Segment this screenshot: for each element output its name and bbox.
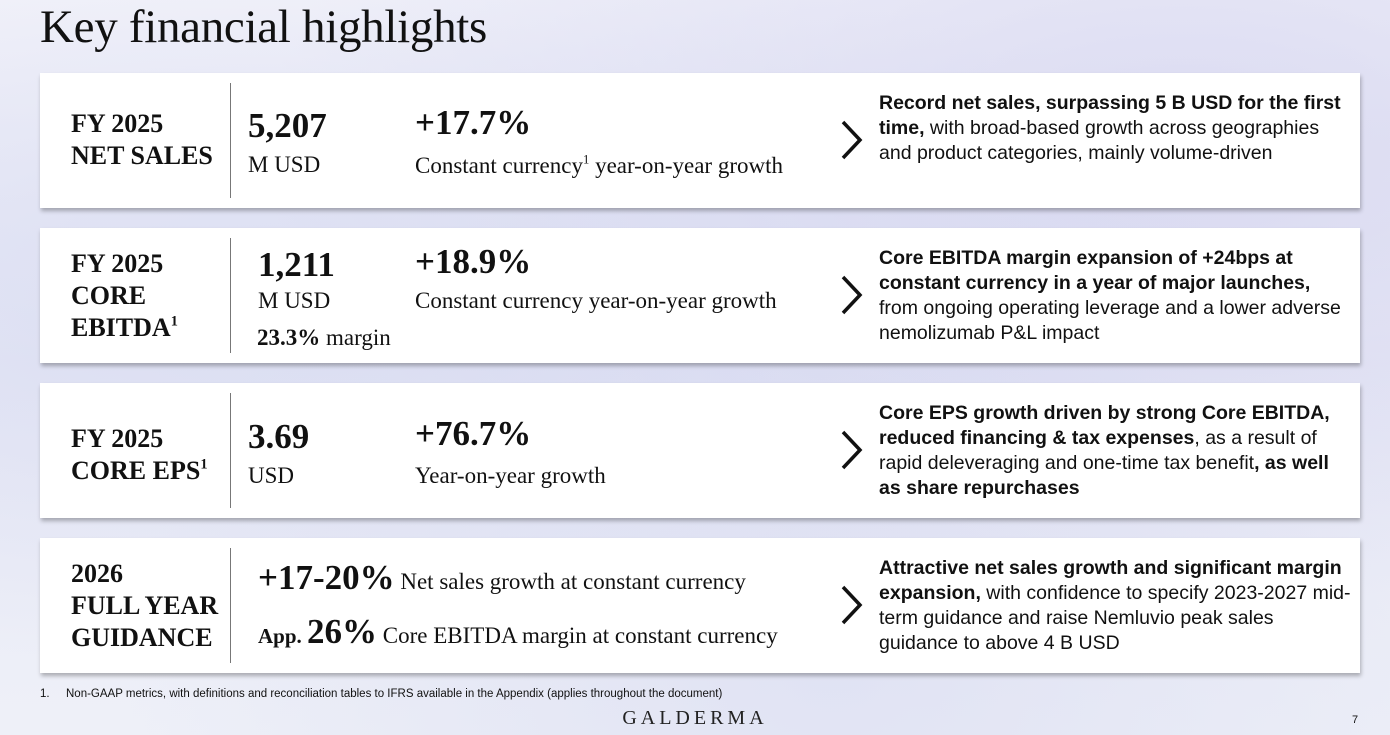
core-ebitda-margin: 23.3% margin: [257, 325, 391, 350]
chevron-right-icon: [841, 120, 863, 160]
core-eps-value: 3.69: [248, 417, 310, 456]
core-eps-growth-desc: Year-on-year growth: [415, 463, 606, 488]
core-ebitda-card: FY 2025 CORE EBITDA1 1,211 M USD 23.3% m…: [40, 228, 1360, 363]
net-sales-card: FY 2025 NET SALES 5,207 M USD +17.7% Con…: [40, 73, 1360, 208]
chevron-right-icon: [841, 430, 863, 470]
core-ebitda-comment: Core EBITDA margin expansion of +24bps a…: [879, 247, 1341, 344]
core-ebitda-value: 1,211: [258, 245, 335, 284]
guidance-label: 2026 FULL YEAR GUIDANCE: [71, 559, 219, 652]
divider: [230, 238, 231, 353]
net-sales-value: 5,207: [248, 106, 327, 145]
core-eps-comment: Core EPS growth driven by strong Core EB…: [879, 402, 1330, 499]
divider: [230, 393, 231, 508]
page-title: Key financial highlights: [40, 1, 488, 53]
guidance-net-sales: +17-20% Net sales growth at constant cur…: [258, 558, 746, 597]
net-sales-unit: M USD: [248, 152, 321, 177]
core-eps-growth: +76.7%: [415, 414, 532, 453]
divider: [230, 83, 231, 198]
divider: [230, 548, 231, 663]
core-eps-label: FY 2025 CORE EPS1: [71, 424, 208, 485]
chevron-right-icon: [841, 585, 863, 625]
core-ebitda-growth-desc: Constant currency year-on-year growth: [415, 288, 777, 313]
guidance-card: 2026 FULL YEAR GUIDANCE +17-20% Net sale…: [40, 538, 1360, 673]
core-ebitda-label: FY 2025 CORE EBITDA1: [71, 249, 178, 342]
net-sales-growth: +17.7%: [415, 103, 532, 142]
page-number: 7: [1352, 714, 1359, 726]
core-eps-card: FY 2025 CORE EPS1 3.69 USD +76.7% Year-o…: [40, 383, 1360, 518]
guidance-ebitda-margin: App. 26% Core EBITDA margin at constant …: [258, 612, 778, 651]
net-sales-label: FY 2025 NET SALES: [71, 109, 213, 170]
chevron-right-icon: [841, 275, 863, 315]
core-ebitda-growth: +18.9%: [415, 242, 532, 281]
net-sales-growth-desc: Constant currency1 year-on-year growth: [415, 152, 783, 178]
core-eps-unit: USD: [248, 463, 295, 488]
footnote: 1. Non-GAAP metrics, with definitions and…: [40, 688, 723, 700]
net-sales-comment: Record net sales, surpassing 5 B USD for…: [879, 92, 1341, 164]
brand-logo: GALDERMA: [622, 707, 768, 729]
core-ebitda-unit: M USD: [258, 288, 331, 313]
guidance-comment: Attractive net sales growth and signific…: [879, 557, 1351, 654]
